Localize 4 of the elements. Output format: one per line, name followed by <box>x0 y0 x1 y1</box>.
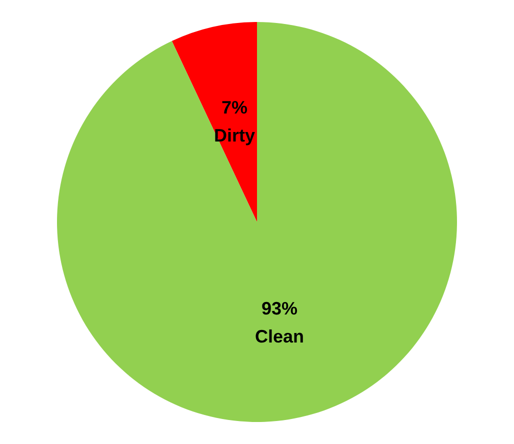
slice-label: Clean <box>254 326 304 347</box>
data-label: 93% <box>261 298 298 319</box>
slice-label: Dirty <box>214 125 256 146</box>
data-label: 7% <box>222 97 248 118</box>
